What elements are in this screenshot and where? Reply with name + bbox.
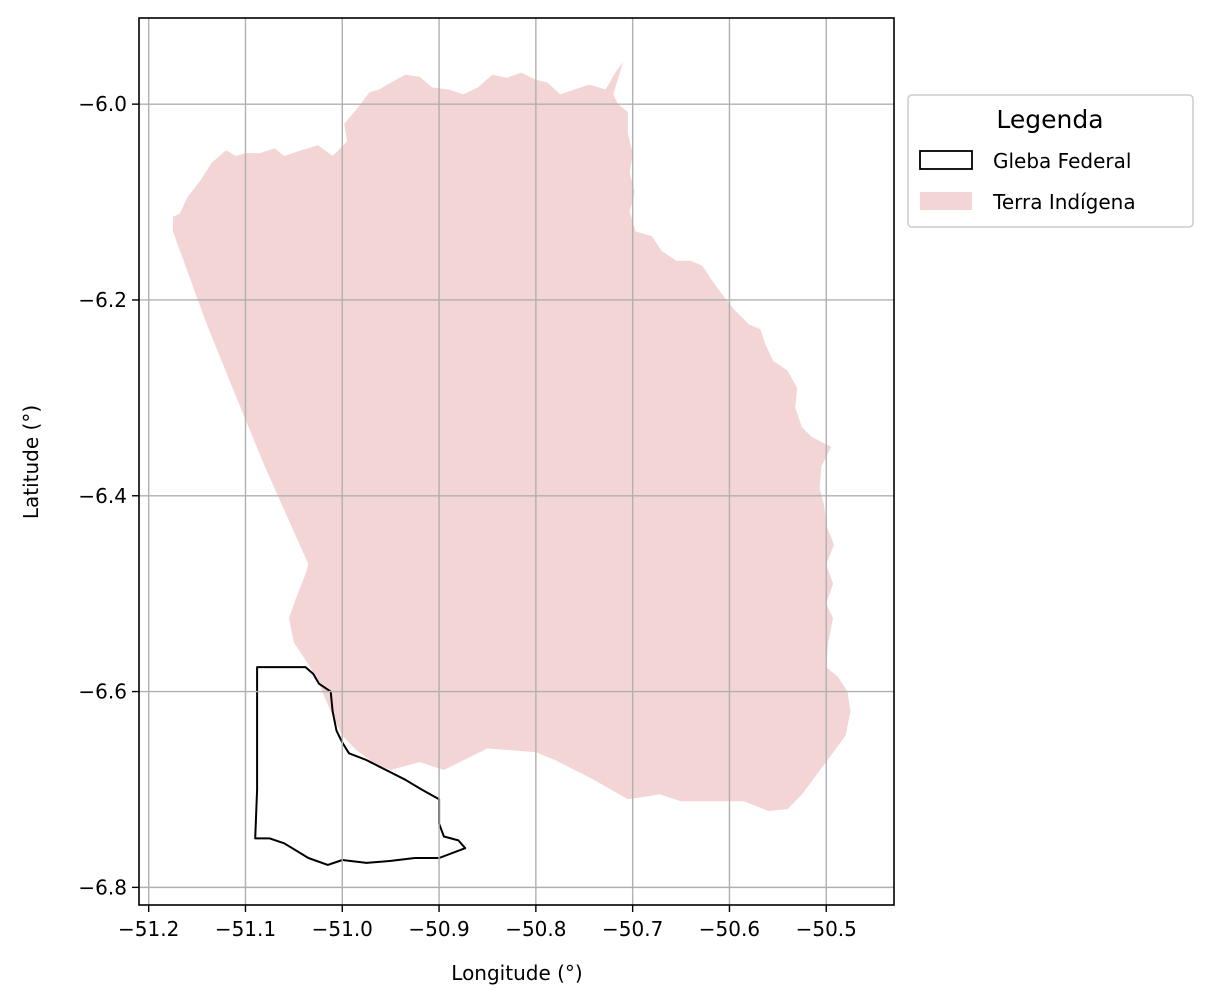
x-tick-label: −51.0 <box>312 917 373 941</box>
x-tick-label: −51.2 <box>118 917 179 941</box>
x-tick-label: −51.1 <box>215 917 276 941</box>
x-tick-label: −50.7 <box>602 917 663 941</box>
legend-title: Legenda <box>996 105 1103 134</box>
legend-swatch-gleba-federal <box>920 151 972 169</box>
y-tick-label: −6.4 <box>78 484 127 508</box>
legend-label-gleba-federal: Gleba Federal <box>993 149 1131 173</box>
y-tick-label: −6.6 <box>78 680 127 704</box>
y-tick-label: −6.2 <box>78 288 127 312</box>
y-axis-label: Latitude (°) <box>19 405 43 519</box>
x-axis-label: Longitude (°) <box>451 961 582 985</box>
terra-indigena-polygon <box>173 62 851 811</box>
x-tick-label: −50.6 <box>699 917 760 941</box>
legend-swatch-terra-indigena <box>920 192 972 210</box>
legend-label-terra-indigena: Terra Indígena <box>992 190 1136 214</box>
x-tick-label: −50.5 <box>796 917 857 941</box>
y-tick-label: −6.8 <box>78 875 127 899</box>
y-axis: −6.8 −6.6 −6.4 −6.2 −6.0 <box>78 92 139 899</box>
x-tick-label: −50.8 <box>505 917 566 941</box>
legend: Legenda Gleba Federal Terra Indígena <box>908 95 1193 227</box>
x-tick-label: −50.9 <box>408 917 469 941</box>
x-axis: −51.2 −51.1 −51.0 −50.9 −50.8 −50.7 −50.6 −50.5 <box>118 905 857 941</box>
plot-area <box>139 18 894 905</box>
terra-indigena-layer <box>173 62 851 811</box>
y-tick-label: −6.0 <box>78 92 127 116</box>
